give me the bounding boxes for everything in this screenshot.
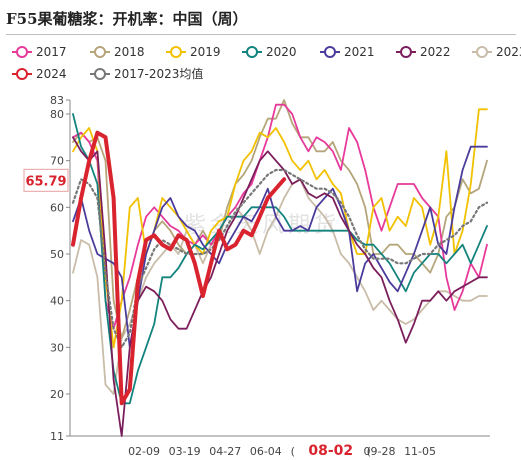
legend-item-2022: 2022 bbox=[396, 45, 451, 59]
legend-item-2017: 2017 bbox=[12, 45, 67, 59]
callout-value: 65.79 bbox=[25, 174, 66, 189]
legend-swatch-marker bbox=[324, 46, 336, 58]
y-tick-label-83: 83 bbox=[50, 94, 64, 107]
series-layer bbox=[71, 99, 489, 437]
legend-swatch-marker bbox=[246, 46, 258, 58]
value-callout: 65.79 bbox=[23, 168, 69, 192]
legend-item-2024: 2024 bbox=[12, 67, 67, 81]
x-tick-label-08-02: 08-02 bbox=[308, 443, 353, 459]
series-line-2020 bbox=[72, 113, 488, 405]
y-tick-label-11: 11 bbox=[50, 430, 64, 443]
legend-item-2020: 2020 bbox=[242, 45, 297, 59]
legend-label-2017-2023: 2017-2023均值 bbox=[114, 66, 203, 81]
legend-label-2020: 2020 bbox=[266, 45, 297, 59]
legend-item-2021: 2021 bbox=[320, 45, 375, 59]
series-line-2019 bbox=[72, 108, 488, 349]
x-tick-label-04-27: 04-27 bbox=[209, 445, 241, 458]
legend-item-2018: 2018 bbox=[90, 45, 145, 59]
legend-label-2017: 2017 bbox=[36, 45, 67, 59]
x-tick-label-02-09: 02-09 bbox=[128, 445, 160, 458]
series-line-2024 bbox=[71, 130, 287, 406]
legend-swatch-marker bbox=[94, 46, 106, 58]
legend-label-2018: 2018 bbox=[114, 45, 145, 59]
y-tick-label-30: 30 bbox=[50, 341, 64, 354]
x-tick-label-partial-right: ( bbox=[367, 445, 371, 458]
watermark: 紫金天风期货 bbox=[184, 213, 340, 238]
legend-item-2017-2023: 2017-2023均值 bbox=[90, 66, 203, 81]
x-tick-label-06-04: 06-04 bbox=[250, 445, 282, 458]
series-line-2017-2023 bbox=[71, 168, 489, 349]
y-tick-label-70: 70 bbox=[50, 155, 64, 168]
legend-label-2024: 2024 bbox=[36, 67, 67, 81]
x-tick-label-11-05: 11-05 bbox=[404, 445, 436, 458]
legend-label-2023: 2023 bbox=[496, 45, 521, 59]
legend-swatch-marker bbox=[170, 46, 182, 58]
y-tick-label-60: 60 bbox=[50, 201, 64, 214]
legend-label-2022: 2022 bbox=[420, 45, 451, 59]
title-divider bbox=[6, 34, 516, 35]
legend-swatch-marker bbox=[476, 46, 488, 58]
legend-swatch-marker bbox=[400, 46, 412, 58]
y-tick-label-50: 50 bbox=[50, 248, 64, 261]
x-tick-label-09-28: 09-28 bbox=[363, 445, 395, 458]
chart-title: F55果葡糖浆：开机率：中国（周） bbox=[6, 10, 248, 28]
legend-swatch-marker bbox=[16, 46, 28, 58]
x-tick-label-partial-left: ( bbox=[291, 445, 295, 458]
x-tick-label-03-19: 03-19 bbox=[169, 445, 201, 458]
y-tick-label-80: 80 bbox=[50, 108, 64, 121]
y-tick-label-40: 40 bbox=[50, 295, 64, 308]
series-line-2022 bbox=[72, 136, 488, 437]
callout-box bbox=[23, 168, 69, 192]
legend-label-2021: 2021 bbox=[344, 45, 375, 59]
y-tick-label-20: 20 bbox=[50, 388, 64, 401]
legend-swatch-marker bbox=[16, 68, 28, 80]
legend: 2017 2018 2019 2020 2021 2022 2023 2024 2017-202… bbox=[12, 45, 521, 81]
legend-swatch-marker bbox=[94, 68, 106, 80]
legend-label-2019: 2019 bbox=[190, 45, 221, 59]
legend-item-2023: 2023 bbox=[472, 45, 521, 59]
legend-item-2019: 2019 bbox=[166, 45, 221, 59]
